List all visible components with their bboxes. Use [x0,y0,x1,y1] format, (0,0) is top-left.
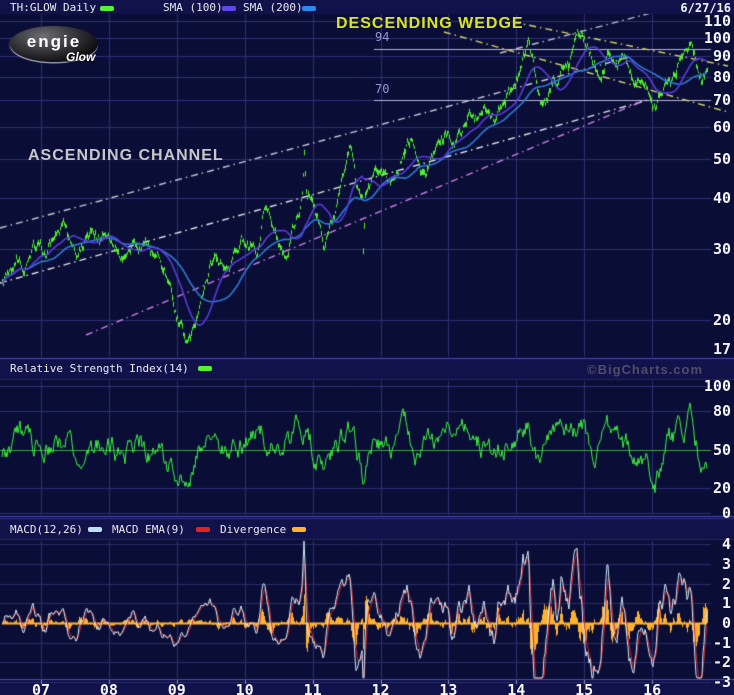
sma200-swatch [302,6,316,11]
price-axis-label: 100 [703,28,731,47]
engie-logo-brand-text: engie [26,32,82,51]
macd-axis-label: 4 [721,535,731,554]
year-axis-label: 08 [99,681,118,695]
macd-axis-label: -1 [712,633,731,652]
rsi-axis-label: 0 [721,504,731,522]
macd-ema-legend-label: MACD EMA(9) [112,523,185,536]
sma200-legend-label: SMA (200) [243,1,303,14]
resistance-94-label: 94 [375,30,390,44]
year-axis-label: 16 [643,681,662,695]
rsi-axis-label: 20 [712,478,731,497]
year-axis-label: 15 [575,681,594,695]
year-axis-label: 09 [167,681,186,695]
rsi-legend-label: Relative Strength Index(14) [10,362,189,375]
price-axis-label: 90 [712,47,731,66]
price-axis-label: 40 [712,189,731,208]
rsi-axis-label: 50 [712,440,731,459]
sma100-swatch [222,6,236,11]
price-axis-label: 60 [712,118,731,137]
price-axis-label: 50 [712,150,731,169]
year-axis-label: 10 [235,681,254,695]
price-axis-label: 80 [712,67,731,86]
macd-ema-swatch [196,527,210,532]
descending-wedge-annotation: DESCENDING WEDGE [336,15,524,32]
price-axis-label: 17 [712,339,731,358]
year-axis-label: 13 [439,681,458,695]
year-axis-label: 12 [371,681,390,695]
divergence-legend-label: Divergence [220,523,287,536]
price-axis-label: 30 [712,239,731,258]
macd-axis-label: 2 [721,574,731,593]
symbol-title: TH:GLOW Daily [10,1,97,14]
price-series-swatch [100,6,114,11]
price-axis-label: 20 [712,311,731,330]
macd-axis-label: 1 [721,594,731,613]
macd-axis-label: 0 [721,614,731,632]
year-axis-label: 07 [31,681,51,695]
support-70-label: 70 [375,82,390,96]
divergence-swatch [292,527,306,532]
price-axis-label: 110 [703,12,731,30]
macd-swatch [88,527,102,532]
rsi-axis-label: 80 [712,402,731,421]
macd-axis-label: -3 [712,673,731,692]
year-axis-label: 14 [507,681,526,695]
ascending-channel-annotation: ASCENDING CHANNEL [28,147,224,164]
year-axis-label: 11 [303,681,322,695]
rsi-swatch [198,366,212,371]
macd-axis-label: 3 [721,554,731,573]
macd-legend-label: MACD(12,26) [10,523,83,536]
sma100-legend-label: SMA (100) [163,1,223,14]
chart-date: 6/27/16 [680,1,731,15]
price-axis-label: 70 [712,91,731,110]
macd-axis-label: -2 [712,653,731,672]
engie-logo-ellipse [10,26,98,62]
engie-logo-glow-text: Glow [66,50,96,64]
rsi-axis-label: 100 [703,377,731,395]
engie-logo: engie Glow [10,24,102,64]
bigcharts-watermark: ©BigCharts.com [587,362,704,377]
